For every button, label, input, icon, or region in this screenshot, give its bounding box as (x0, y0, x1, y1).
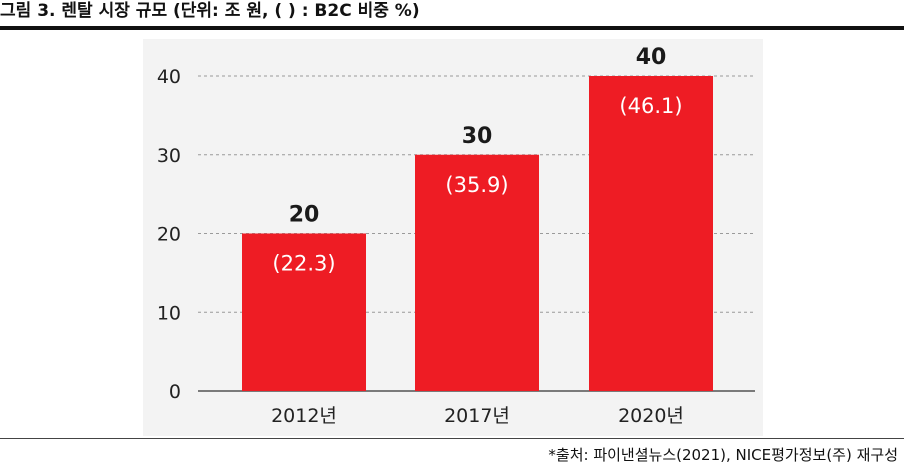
y-tick-label-10: 10 (157, 302, 181, 324)
bar-share-label-1: (35.9) (445, 173, 508, 197)
source-note: *출처: 파이낸셜뉴스(2021), NICE평가정보(주) 재구성 (548, 446, 898, 464)
bar-value-label-2: 40 (636, 45, 667, 70)
bar-0 (242, 233, 366, 391)
title-divider (0, 26, 904, 30)
source-divider (0, 438, 904, 439)
x-tick-label-1: 2017년 (444, 405, 510, 427)
bar-value-label-0: 20 (289, 203, 320, 228)
bar-value-label-1: 30 (462, 124, 493, 149)
y-tick-label-30: 30 (157, 145, 181, 167)
y-tick-label-20: 20 (157, 224, 181, 246)
bar-chart: 0 10 20 30 40 20 (22.3) 2012년 30 (35.9) 2017년 40 (46… (157, 45, 755, 427)
x-tick-label-0: 2012년 (271, 405, 337, 427)
bar-share-label-0: (22.3) (272, 252, 335, 276)
y-tick-label-40: 40 (157, 66, 181, 88)
bar-share-label-2: (46.1) (619, 94, 682, 118)
x-tick-label-2: 2020년 (618, 405, 684, 427)
bar-2 (589, 76, 713, 391)
figure-title: 그림 3. 렌탈 시장 규모 (단위: 조 원, ( ) : B2C 비중 %) (0, 1, 420, 21)
bar-1 (415, 154, 539, 391)
y-tick-label-0: 0 (169, 381, 181, 403)
chart-panel: 0 10 20 30 40 20 (22.3) 2012년 30 (35.9) 2017년 40 (46… (143, 39, 763, 436)
